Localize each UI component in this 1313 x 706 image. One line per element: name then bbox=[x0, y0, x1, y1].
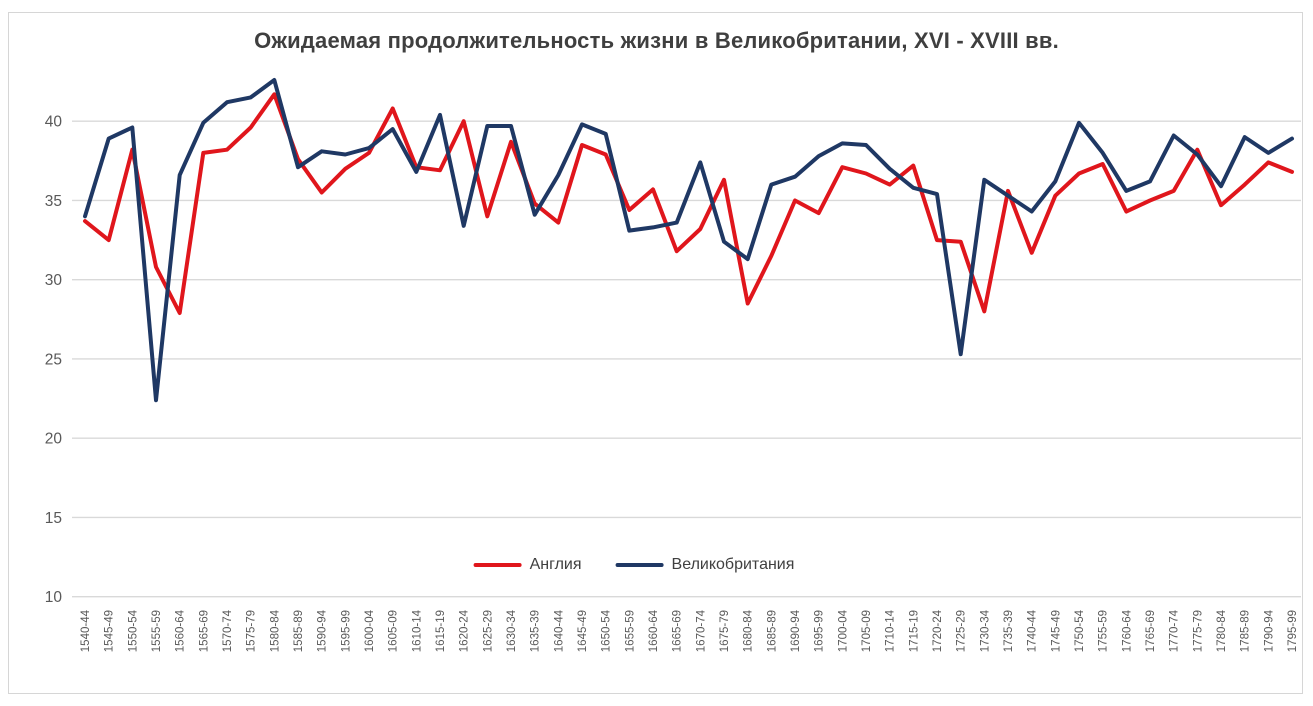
x-tick-label: 1750-54 bbox=[1074, 609, 1086, 652]
x-tick-label: 1690-94 bbox=[790, 609, 802, 652]
x-tick-label: 1560-64 bbox=[175, 609, 187, 652]
x-tick-label: 1565-69 bbox=[198, 610, 210, 652]
y-tick-label: 25 bbox=[45, 351, 62, 368]
x-tick-label: 1715-19 bbox=[908, 610, 920, 652]
x-tick-label: 1580-84 bbox=[269, 609, 281, 652]
x-tick-label: 1610-14 bbox=[411, 609, 423, 652]
x-tick-label: 1705-09 bbox=[861, 610, 873, 652]
x-tick-label: 1770-74 bbox=[1169, 609, 1181, 652]
x-tick-label: 1625-29 bbox=[482, 610, 494, 652]
x-tick-label: 1710-14 bbox=[885, 609, 897, 652]
legend: Англия Великобритания bbox=[473, 556, 795, 574]
x-tick-label: 1555-59 bbox=[151, 610, 163, 652]
x-tick-label: 1550-54 bbox=[127, 609, 139, 652]
x-tick-label: 1735-39 bbox=[1003, 610, 1015, 652]
x-tick-label: 1575-79 bbox=[246, 610, 258, 652]
x-tick-label: 1785-89 bbox=[1240, 610, 1252, 652]
x-tick-label: 1720-24 bbox=[932, 609, 944, 652]
x-tick-label: 1685-89 bbox=[766, 610, 778, 652]
y-tick-label: 20 bbox=[45, 431, 63, 448]
x-tick-label: 1585-89 bbox=[293, 610, 305, 652]
y-tick-label: 10 bbox=[45, 589, 63, 606]
x-tick-label: 1740-44 bbox=[1027, 609, 1039, 652]
x-tick-label: 1615-19 bbox=[435, 610, 447, 652]
x-tick-label: 1755-59 bbox=[1098, 610, 1110, 652]
y-tick-label: 35 bbox=[45, 193, 62, 210]
x-tick-label: 1645-49 bbox=[577, 610, 589, 652]
x-tick-label: 1760-64 bbox=[1121, 609, 1133, 652]
chart-area-border bbox=[8, 12, 1303, 694]
x-tick-label: 1630-34 bbox=[506, 609, 518, 652]
x-tick-label: 1545-49 bbox=[104, 610, 116, 652]
x-tick-label: 1780-84 bbox=[1216, 609, 1228, 652]
england-legend-label: Англия bbox=[529, 556, 582, 573]
x-tick-label: 1590-94 bbox=[317, 609, 329, 652]
y-tick-label: 30 bbox=[45, 272, 63, 289]
legend-item-greatbritain: Великобритания bbox=[615, 556, 795, 574]
x-tick-label: 1670-74 bbox=[695, 609, 707, 652]
greatbritain-legend-label: Великобритания bbox=[671, 556, 795, 573]
greatbritain-line-swatch bbox=[615, 563, 664, 567]
x-tick-label: 1570-74 bbox=[222, 609, 234, 652]
y-tick-label: 40 bbox=[45, 114, 63, 131]
series-greatbritain-line bbox=[83, 78, 1294, 403]
x-tick-label: 1730-34 bbox=[979, 609, 991, 652]
x-tick-label: 1660-64 bbox=[648, 609, 660, 652]
x-tick-label: 1700-04 bbox=[837, 609, 849, 652]
x-tick-label: 1605-09 bbox=[388, 610, 400, 652]
x-tick-label: 1635-39 bbox=[530, 610, 542, 652]
england-line-swatch bbox=[473, 563, 522, 567]
legend-item-england: Англия bbox=[473, 556, 582, 574]
x-tick-label: 1620-24 bbox=[459, 609, 471, 652]
x-tick-label: 1540-44 bbox=[80, 609, 92, 652]
x-tick-label: 1650-54 bbox=[601, 609, 613, 652]
y-tick-label: 15 bbox=[45, 510, 62, 527]
x-tick-label: 1675-79 bbox=[719, 610, 731, 652]
x-tick-label: 1695-99 bbox=[814, 610, 826, 652]
x-tick-label: 1725-29 bbox=[956, 610, 968, 652]
x-tick-label: 1795-99 bbox=[1287, 610, 1299, 652]
x-tick-label: 1680-84 bbox=[743, 609, 755, 652]
x-tick-label: 1655-59 bbox=[624, 610, 636, 652]
x-tick-label: 1790-94 bbox=[1263, 609, 1275, 652]
x-tick-label: 1595-99 bbox=[340, 610, 352, 652]
x-tick-label: 1600-04 bbox=[364, 609, 376, 652]
chart-title: Ожидаемая продолжительность жизни в Вели… bbox=[254, 28, 1059, 53]
x-tick-label: 1765-69 bbox=[1145, 610, 1157, 652]
x-tick-label: 1665-69 bbox=[672, 610, 684, 652]
x-tick-label: 1745-49 bbox=[1050, 610, 1062, 652]
x-tick-label: 1640-44 bbox=[553, 609, 565, 652]
x-tick-label: 1775-79 bbox=[1192, 610, 1204, 652]
